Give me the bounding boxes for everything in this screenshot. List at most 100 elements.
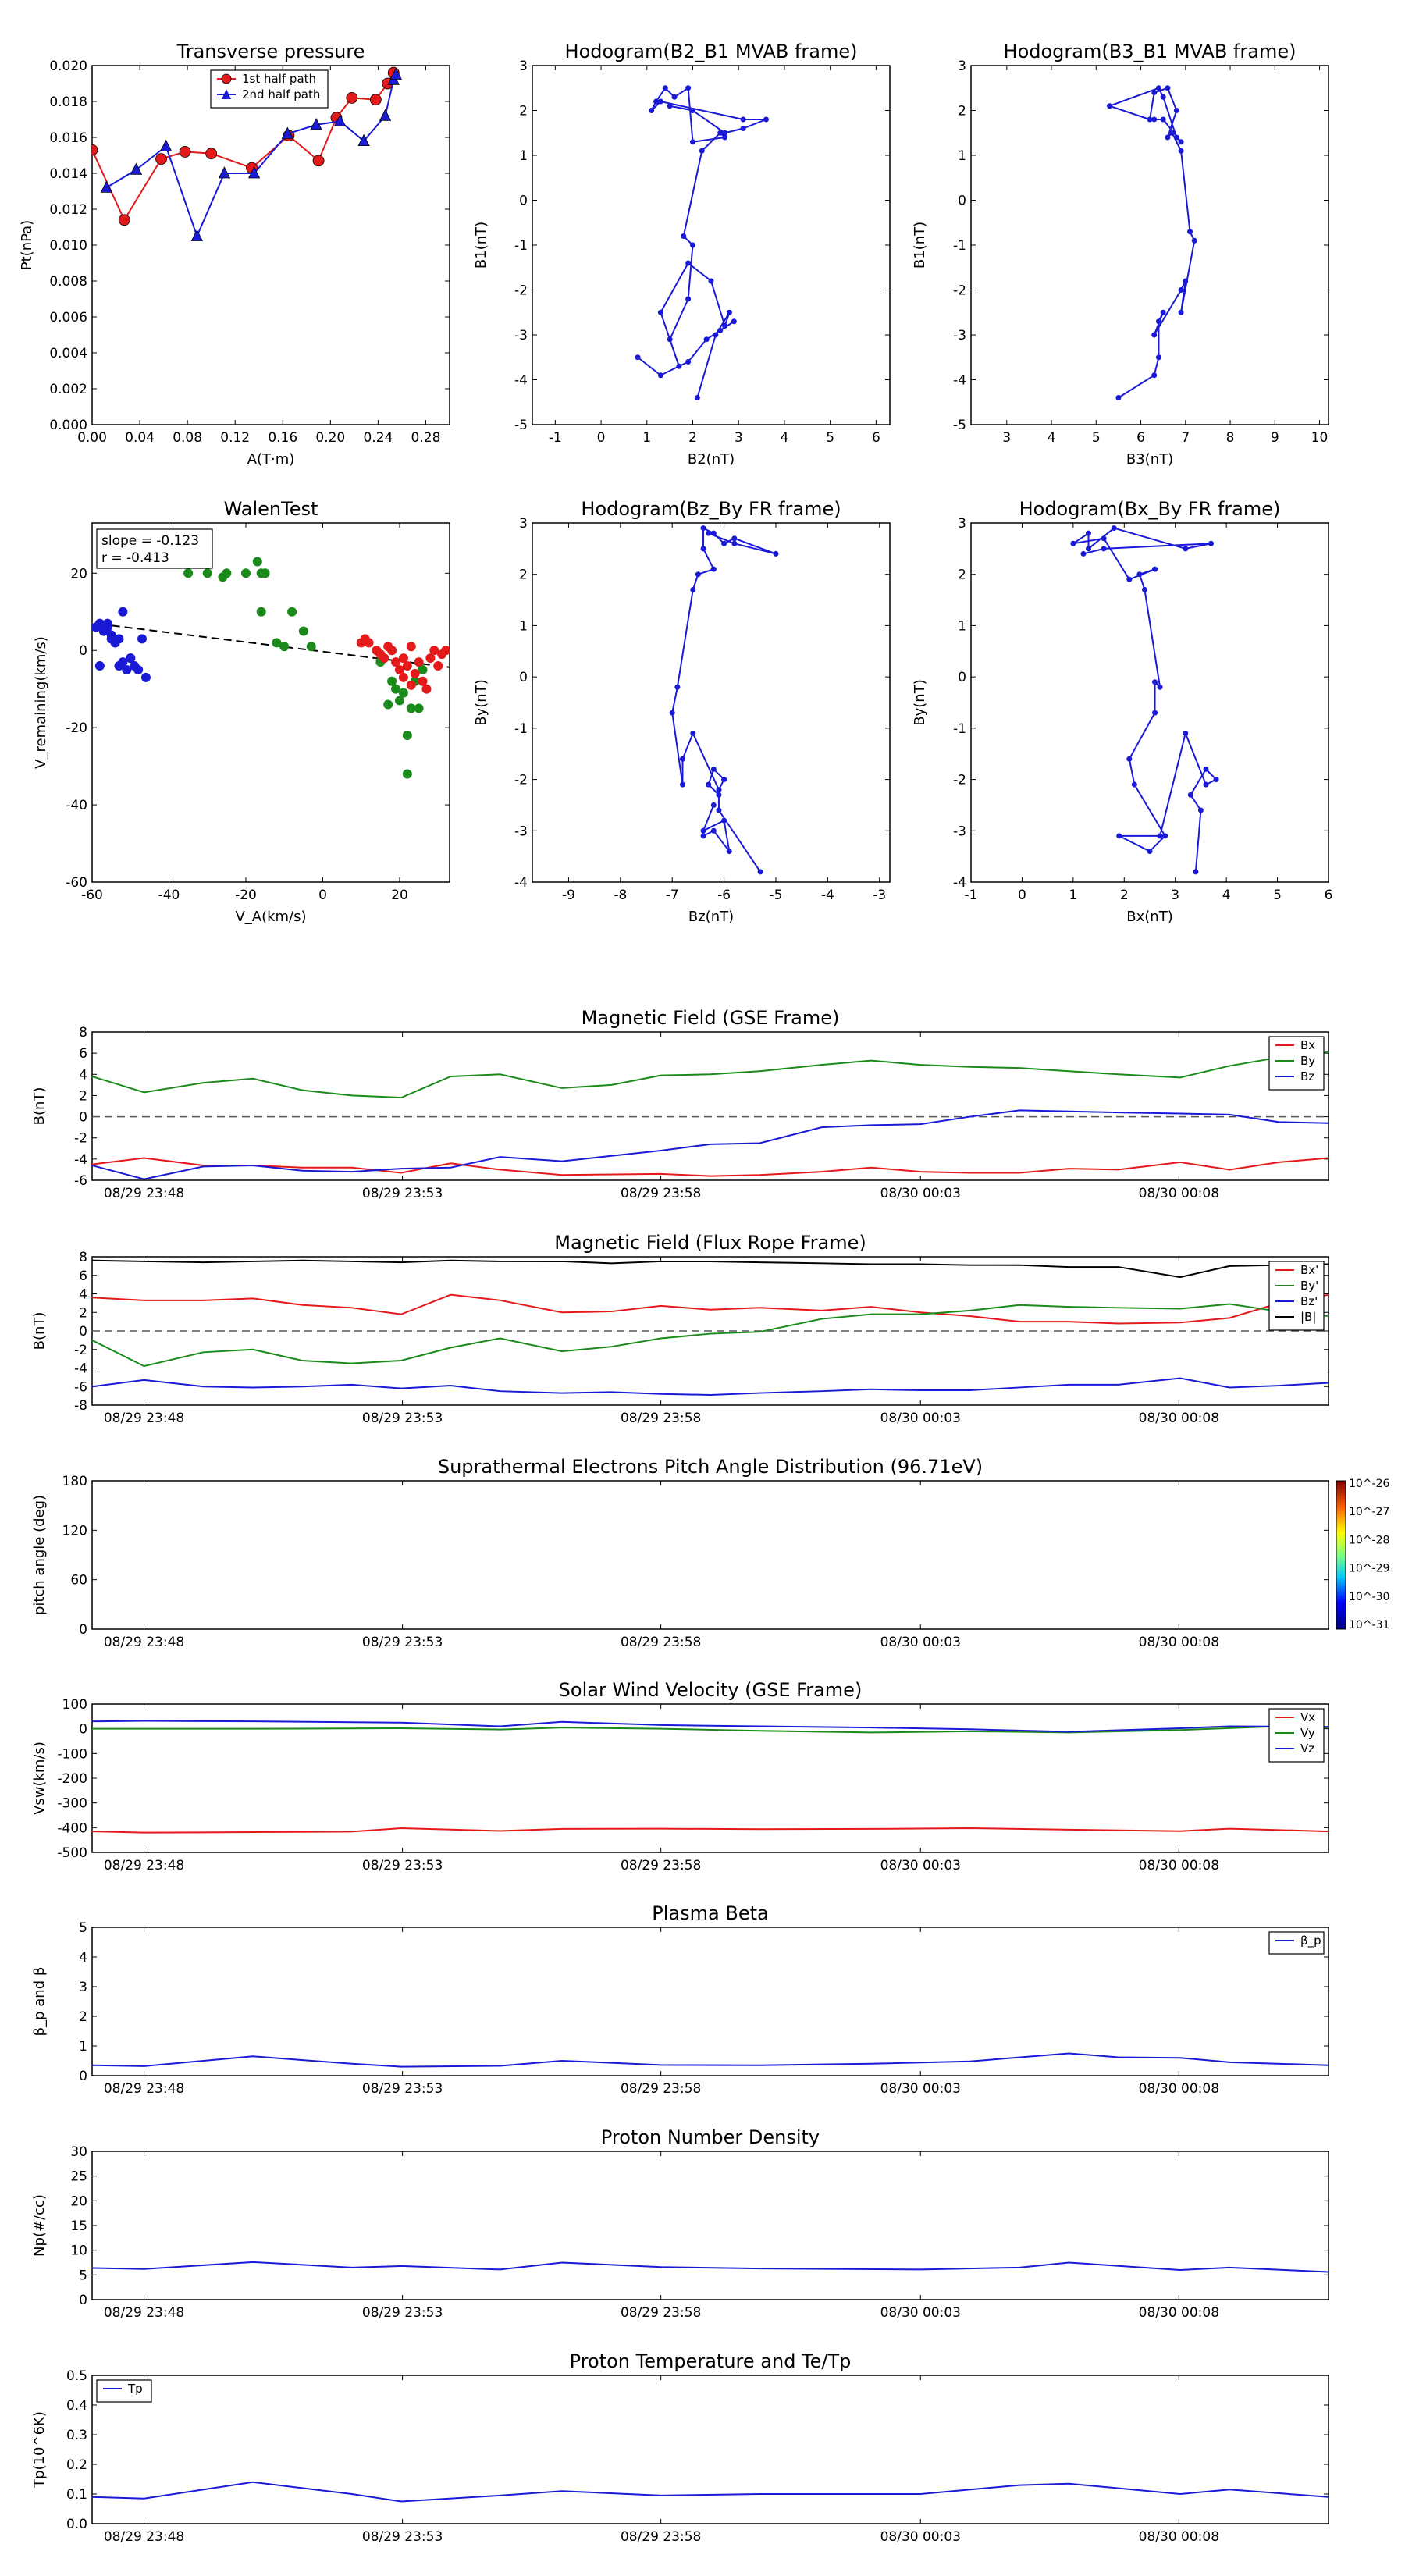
time-tick-label: 08/29 23:58	[621, 1186, 701, 1201]
time-tick-label: 08/29 23:53	[362, 1858, 443, 1873]
data-point	[402, 731, 412, 741]
series-line	[92, 1303, 1329, 1368]
y-axis-label: pitch angle (deg)	[31, 1495, 48, 1615]
time-tick-label: 08/30 00:03	[880, 2081, 961, 2097]
data-point	[346, 92, 358, 104]
x-axis-label: Bx(nT)	[1126, 909, 1172, 925]
data-point	[247, 166, 261, 179]
time-tick-label: 08/29 23:58	[621, 2529, 701, 2545]
x-tick-label: 0.24	[363, 430, 393, 446]
y-tick-label: 3	[519, 516, 528, 532]
data-point	[1080, 550, 1087, 557]
y-tick-label: -4	[953, 373, 966, 389]
data-point	[179, 145, 191, 158]
data-point	[1178, 309, 1184, 315]
y-tick-label: -3	[953, 328, 966, 343]
chart-title: Plasma Beta	[652, 1902, 768, 1924]
data-point	[379, 109, 392, 121]
y-tick-label: 1	[519, 618, 528, 634]
x-axis-label: A(T·m)	[247, 451, 295, 468]
data-point	[1115, 395, 1122, 400]
y-tick-label: -4	[953, 875, 966, 891]
data-point	[441, 646, 450, 656]
plot-frame	[91, 2375, 1329, 2524]
data-point	[649, 108, 655, 113]
plot-area	[92, 1051, 1329, 1180]
time-tick-label: 08/30 00:08	[1139, 2305, 1219, 2321]
plot-area	[92, 557, 450, 779]
y-tick-label: 0.002	[49, 382, 87, 397]
data-point	[1173, 134, 1179, 141]
data-point	[1183, 730, 1189, 736]
data-point	[100, 180, 112, 193]
data-point	[1208, 540, 1215, 546]
chart-title: Magnetic Field (Flux Rope Frame)	[554, 1232, 866, 1254]
data-point	[731, 540, 738, 546]
data-point	[1160, 309, 1166, 315]
time-tick-label: 08/30 00:08	[1139, 2081, 1219, 2097]
x-tick-label: -1	[549, 430, 562, 446]
y-tick-label: -3	[514, 328, 528, 343]
data-point	[1160, 116, 1166, 123]
series-line	[92, 1293, 1329, 1325]
data-point	[118, 214, 130, 226]
data-point	[717, 130, 724, 136]
legend-label: By	[1300, 1054, 1315, 1068]
chart-title: Magnetic Field (GSE Frame)	[582, 1007, 840, 1029]
y-tick-label: 0.012	[49, 202, 87, 218]
data-point	[1183, 278, 1189, 284]
data-point	[422, 684, 432, 694]
chart-title: Hodogram(B2_B1 MVAB frame)	[565, 41, 858, 62]
data-point	[740, 116, 746, 123]
data-point	[1116, 833, 1122, 839]
data-point	[1151, 372, 1158, 379]
y-tick-label: 20	[70, 566, 87, 582]
y-tick-label: -40	[66, 798, 87, 813]
y-axis-label: Vsw(km/s)	[31, 1742, 48, 1815]
data-point	[1126, 576, 1133, 582]
data-point	[1152, 566, 1158, 572]
data-point	[1126, 756, 1133, 762]
series-1	[700, 802, 732, 855]
series-line	[702, 805, 731, 852]
y-tick-label: 0.000	[49, 418, 87, 433]
x-tick-label: 8	[1226, 430, 1235, 446]
x-tick-label: -5	[769, 888, 782, 903]
data-point	[369, 94, 382, 106]
hodogram-bz-by-chart: Hodogram(Bz_By FR frame) -4 -3 -2 -1 0 1 2 3 -9 -8…	[473, 498, 891, 925]
y-tick-label: 8	[79, 1250, 87, 1265]
x-tick-label: 0.00	[77, 430, 107, 446]
plasma-beta-chart: Plasma Beta 0 1 2 3 4 5 08/29 23:48 08/29 23:53 0…	[31, 1902, 1329, 2097]
data-point	[674, 684, 681, 690]
data-point	[333, 114, 347, 126]
x-tick-label: 10	[1311, 430, 1329, 446]
time-tick-label: 08/30 00:08	[1139, 1858, 1219, 1873]
y-tick-label: -2	[953, 283, 966, 299]
data-point	[1203, 781, 1209, 788]
x-tick-label: 2	[1120, 888, 1129, 903]
data-point	[94, 618, 105, 628]
data-point	[763, 116, 769, 123]
data-point	[716, 807, 722, 813]
data-point	[281, 126, 294, 139]
data-point	[1155, 318, 1161, 325]
series-line	[92, 1827, 1329, 1834]
y-tick-label: 0	[519, 670, 528, 685]
colorbar-label: 10^-29	[1349, 1563, 1389, 1575]
y-axis-label: V_remaining(km/s)	[33, 636, 49, 769]
series-Bx	[92, 1157, 1329, 1177]
y-axis-label: Pt(nPa)	[19, 220, 35, 270]
legend-label: Bz'	[1300, 1294, 1318, 1308]
data-point	[391, 657, 401, 667]
x-tick-label: 2	[688, 430, 697, 446]
data-point	[1162, 833, 1168, 839]
data-point	[287, 607, 297, 617]
data-point	[1165, 85, 1171, 91]
walen-test-chart: WalenTest -60 -40 -20 0 20 -60 -40 -20 0 20 V_A(km/…	[33, 498, 450, 925]
x-tick-label: -1	[965, 888, 978, 903]
series-line	[92, 1720, 1329, 1733]
y-tick-label: 3	[958, 59, 966, 74]
data-point	[1187, 792, 1193, 798]
